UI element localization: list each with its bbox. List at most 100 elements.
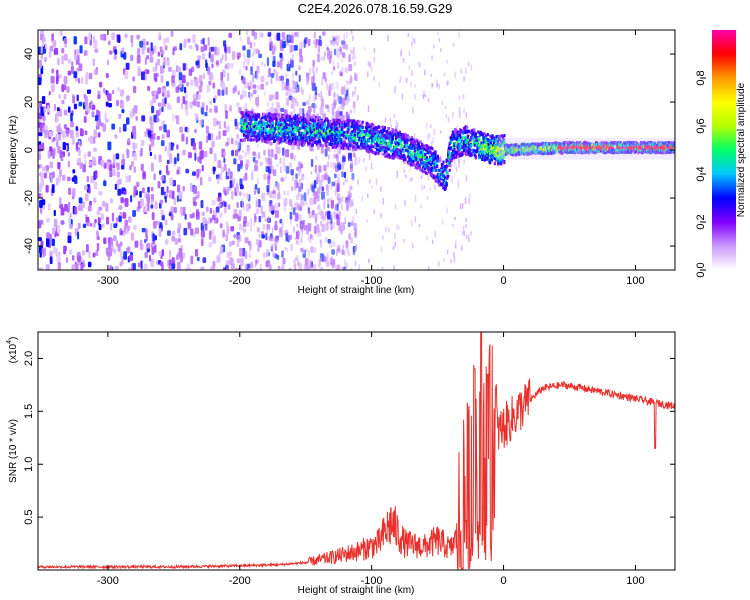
spectrogram-cell [396, 171, 399, 178]
spectrogram-cell [352, 35, 354, 42]
spectrogram-cell [198, 85, 203, 93]
spectrogram-cell [210, 46, 215, 52]
spectrogram-cell [500, 156, 503, 160]
spectrogram-cell [355, 208, 358, 215]
spectrogram-cell [338, 96, 342, 105]
spectrogram-cell [438, 261, 440, 267]
spectrogram-cell [76, 94, 79, 102]
spectrogram-cell [263, 135, 266, 139]
spectrogram-cell [227, 46, 231, 54]
spectrogram-cell [499, 152, 502, 156]
spectrogram-cell [323, 51, 326, 56]
spectrogram-cell [394, 143, 398, 147]
spectrogram-cell [439, 158, 442, 162]
spectrogram-cell [144, 206, 148, 213]
spectrogram-cell [87, 136, 90, 142]
spectrogram-cell [333, 139, 337, 143]
spectrogram-cell [381, 131, 384, 135]
spectrogram-cell [263, 90, 266, 96]
spectrogram-cell [133, 105, 138, 114]
spectrogram-cell [331, 181, 336, 187]
spectrogram-cell [174, 157, 177, 165]
spectrogram-cell [261, 194, 263, 199]
spectrogram-cell [323, 203, 325, 209]
spectrogram-cell [253, 115, 256, 119]
spectrogram-cell [388, 227, 390, 233]
spectrogram-cell [153, 45, 157, 54]
spectrogram-cell [266, 184, 270, 193]
spectrogram-cell [157, 87, 161, 94]
spectrogram-cell [137, 48, 141, 56]
spectrogram-cell [341, 128, 344, 132]
spectrogram-cell [375, 137, 379, 141]
spectrogram-cell [38, 77, 42, 86]
spectrogram-cell [446, 171, 449, 175]
spectrogram-cell [440, 180, 442, 184]
spectrogram-cell [442, 178, 445, 182]
spectrogram-cell [420, 151, 423, 155]
spectrogram-cell [84, 36, 88, 45]
spectrogram-cell [48, 50, 52, 58]
spectrogram-cell [226, 260, 230, 266]
spectrogram-cell [261, 33, 264, 37]
spectrogram-cell [257, 115, 261, 119]
spectrogram-cell [282, 257, 286, 265]
spectrogram-cell [386, 154, 389, 158]
spectrogram-cell [315, 117, 318, 121]
spectrogram-cell [451, 149, 455, 153]
spectrogram-cell [333, 141, 337, 145]
spectrogram-cell [234, 149, 238, 157]
spectrogram-cell [314, 115, 318, 119]
spectrogram-cell [368, 258, 370, 263]
spectrogram-cell [245, 112, 248, 116]
spectrogram-cell [435, 179, 438, 183]
spectrogram-cell [367, 150, 371, 154]
spectrogram-cell [211, 63, 214, 69]
spectrogram-cell [39, 33, 43, 41]
spectrogram-cell [132, 210, 137, 217]
spectrogram-cell [276, 32, 281, 41]
spectrogram-cell [225, 63, 230, 70]
spectrogram-cell [295, 173, 298, 180]
spectrogram-cell [332, 128, 335, 132]
spectrogram-cell [77, 149, 81, 156]
spectrogram-cell [347, 127, 350, 131]
spectrogram-cell [436, 172, 440, 176]
spectrogram-cell [330, 221, 333, 231]
spectrogram-cell [437, 32, 439, 36]
spectrogram-cell [325, 184, 329, 191]
spectrogram-cell [348, 134, 351, 138]
spectrogram-cell [307, 121, 311, 125]
spectrogram-cell [435, 168, 438, 172]
spectrogram-cell [134, 143, 138, 149]
spectrogram-cell [425, 122, 428, 129]
spectrogram-cell [223, 205, 227, 214]
spectrogram-cell [288, 83, 290, 88]
spectrogram-cell [358, 120, 361, 124]
spectrogram-cell [168, 249, 172, 258]
spectrogram-cell [258, 231, 261, 238]
spectrogram-cell [267, 215, 270, 222]
spectrogram-cell [282, 121, 285, 125]
spectrogram-cell [127, 138, 131, 143]
spectrogram-cell [341, 86, 345, 95]
spectrogram-cell [178, 72, 183, 81]
spectrogram-cell [272, 169, 277, 177]
spectrogram-cell [360, 142, 363, 146]
spectrogram-cell [276, 101, 280, 109]
spectrogram-cell [105, 202, 109, 212]
spectrogram-cell [78, 101, 83, 107]
spectrogram-cell [77, 157, 82, 164]
spectrogram-cell [95, 250, 99, 257]
spectrogram-cell [242, 149, 245, 154]
spectrogram-cell [299, 165, 302, 173]
spectrogram-cell [319, 117, 321, 122]
spectrogram-cell [479, 144, 482, 148]
spectrogram-cell [337, 106, 340, 113]
spectrogram-cell [334, 145, 337, 149]
spectrogram-cell [445, 181, 448, 185]
spectrogram-cell [79, 162, 84, 169]
spectrogram-cell [405, 134, 408, 138]
spectrogram-cell [346, 199, 348, 207]
